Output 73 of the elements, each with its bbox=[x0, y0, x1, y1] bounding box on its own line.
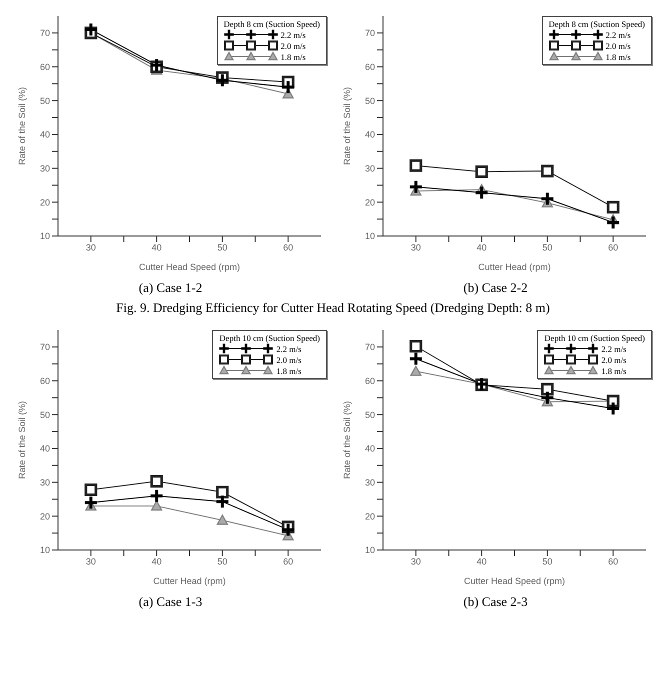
y-axis-title: Rate of the Soil (%) bbox=[17, 400, 28, 480]
y-tick-label: 20 bbox=[364, 511, 375, 522]
legend-label: 2.0 m/s bbox=[276, 354, 302, 364]
y-tick-label: 60 bbox=[364, 376, 375, 386]
x-axis-title: Cutter Head Speed (rpm) bbox=[464, 576, 566, 586]
legend-title: Depth 8 cm (Suction Speed) bbox=[224, 19, 320, 29]
y-axis-title: Rate of the Soil (%) bbox=[17, 86, 28, 166]
y-tick-label: 30 bbox=[364, 478, 375, 488]
y-tick-label: 50 bbox=[40, 96, 50, 106]
legend-label: 1.8 m/s bbox=[606, 52, 631, 62]
legend-label: 2.2 m/s bbox=[606, 30, 631, 40]
y-tick-label: 30 bbox=[40, 164, 50, 174]
y-tick-label: 30 bbox=[364, 164, 375, 174]
x-tick-label: 40 bbox=[476, 556, 487, 566]
y-tick-label: 60 bbox=[40, 376, 50, 386]
x-tick-label: 50 bbox=[217, 556, 228, 566]
y-tick-label: 70 bbox=[364, 28, 375, 38]
legend-label: 2.0 m/s bbox=[601, 354, 626, 364]
legend-title: Depth 10 cm (Suction Speed) bbox=[219, 333, 320, 343]
y-tick-label: 20 bbox=[364, 197, 375, 208]
legend-label: 2.2 m/s bbox=[601, 344, 626, 354]
x-axis-title: Cutter Head Speed (rpm) bbox=[138, 262, 240, 272]
y-axis-title: Rate of the Soil (%) bbox=[342, 86, 352, 166]
legend-label: 1.8 m/s bbox=[280, 52, 306, 62]
x-tick-label: 30 bbox=[410, 242, 421, 252]
text: (b) Case 2-2 bbox=[462, 280, 529, 296]
x-tick-label: 60 bbox=[608, 242, 618, 252]
text: (a) Case 1-3 bbox=[138, 594, 204, 610]
y-axis-title: Rate of the Soil (%) bbox=[342, 400, 352, 480]
y-tick-label: 40 bbox=[40, 130, 50, 140]
legend-title: Depth 10 cm (Suction Speed) bbox=[544, 333, 645, 343]
y-tick-label: 70 bbox=[40, 342, 50, 352]
y-tick-label: 60 bbox=[40, 62, 50, 72]
x-tick-label: 40 bbox=[152, 556, 162, 566]
legend-label: 2.2 m/s bbox=[276, 344, 302, 354]
x-tick-label: 60 bbox=[283, 242, 294, 252]
y-tick-label: 40 bbox=[364, 444, 375, 454]
x-tick-label: 30 bbox=[410, 556, 421, 566]
x-tick-label: 50 bbox=[542, 242, 552, 252]
y-tick-label: 50 bbox=[40, 410, 50, 420]
y-tick-label: 70 bbox=[40, 28, 50, 38]
text: (a) Case 1-2 bbox=[138, 280, 204, 296]
x-tick-label: 50 bbox=[217, 242, 228, 252]
x-tick-label: 30 bbox=[86, 242, 96, 252]
legend-label: 2.0 m/s bbox=[280, 40, 306, 50]
y-tick-label: 20 bbox=[40, 511, 50, 522]
x-tick-label: 30 bbox=[86, 556, 96, 566]
y-tick-label: 10 bbox=[40, 231, 50, 242]
x-tick-label: 40 bbox=[152, 242, 162, 252]
x-axis-title: Cutter Head (rpm) bbox=[153, 576, 226, 586]
y-tick-label: 50 bbox=[364, 96, 375, 106]
y-tick-label: 40 bbox=[364, 130, 375, 140]
y-tick-label: 50 bbox=[364, 410, 375, 420]
y-tick-label: 60 bbox=[364, 62, 375, 72]
x-tick-label: 50 bbox=[542, 556, 552, 566]
legend-label: 2.0 m/s bbox=[606, 40, 631, 50]
x-tick-label: 40 bbox=[476, 242, 487, 252]
y-tick-label: 70 bbox=[364, 342, 375, 352]
legend-label: 1.8 m/s bbox=[601, 366, 626, 376]
text: (b) Case 2-3 bbox=[462, 594, 529, 610]
x-tick-label: 60 bbox=[608, 556, 618, 566]
legend-label: 2.2 m/s bbox=[280, 30, 306, 40]
y-tick-label: 20 bbox=[40, 197, 50, 208]
caption: Fig. 9. Dredging Efficiency for Cutter Head Rotating Speed (Dredging Depth: 8 m) bbox=[115, 300, 551, 316]
y-tick-label: 10 bbox=[364, 545, 375, 556]
y-tick-label: 10 bbox=[364, 231, 375, 242]
y-tick-label: 10 bbox=[40, 545, 50, 556]
y-tick-label: 30 bbox=[40, 478, 50, 488]
x-axis-title: Cutter Head (rpm) bbox=[478, 262, 551, 272]
y-tick-label: 40 bbox=[40, 444, 50, 454]
legend-title: Depth 8 cm (Suction Speed) bbox=[548, 19, 645, 29]
legend-label: 1.8 m/s bbox=[276, 366, 302, 376]
x-tick-label: 60 bbox=[283, 556, 294, 566]
